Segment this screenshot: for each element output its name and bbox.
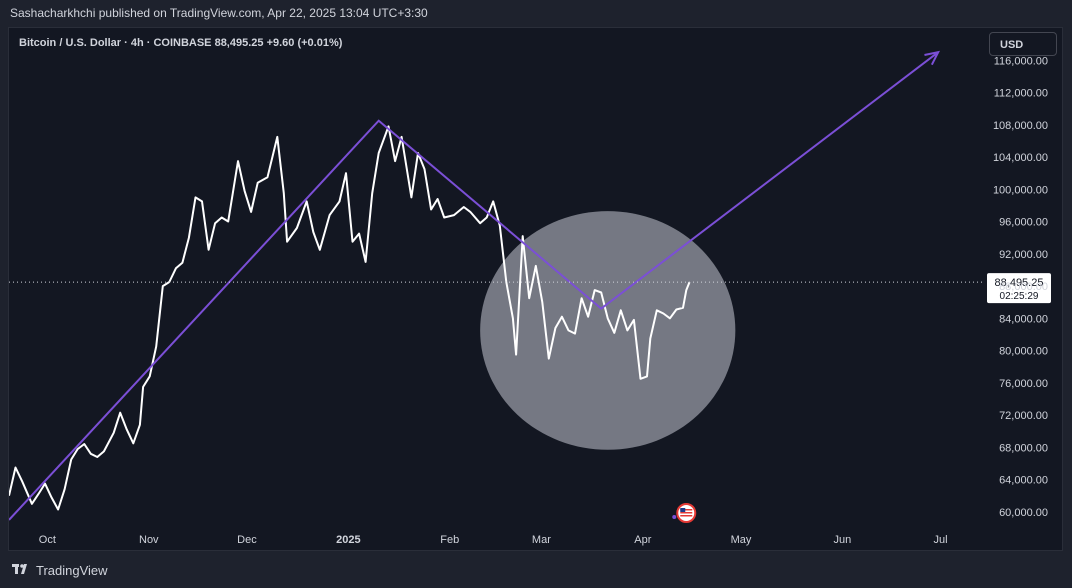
y-tick-label: 116,000.00 [994, 55, 1048, 67]
chart-panel[interactable]: 88,495.25 02:25:29 60,000.00 64,000.00 68,00… [8, 27, 1063, 551]
us-flag-icon[interactable] [672, 503, 697, 523]
x-tick-label: Nov [139, 534, 159, 546]
y-tick-label: 76,000.00 [999, 378, 1048, 390]
y-tick-label: 100,000.00 [993, 184, 1048, 196]
price-chart[interactable]: 88,495.25 02:25:29 60,000.00 64,000.00 68,00… [9, 28, 1063, 551]
highlight-circle [480, 211, 736, 450]
symbol-info: Bitcoin / U.S. Dollar · 4h · COINBASE 88… [19, 37, 343, 49]
x-tick-label: Jul [934, 534, 948, 546]
last-price-label: 88,495.25 [995, 277, 1044, 289]
last-price-box [987, 273, 1051, 304]
footer-brand-label: TradingView [36, 563, 108, 578]
x-tick-label: May [731, 534, 752, 546]
y-tick-label: 64,000.00 [999, 475, 1048, 487]
x-tick-label: Apr [634, 534, 651, 546]
x-tick-label: Jun [834, 534, 852, 546]
y-tick-label: 80,000.00 [999, 346, 1048, 358]
y-tick-label: 104,000.00 [993, 152, 1048, 164]
y-tick-label: 72,000.00 [999, 410, 1048, 422]
y-tick-label: 68,000.00 [999, 442, 1048, 454]
x-tick-label: Feb [440, 534, 459, 546]
y-tick-label: 84,000.00 [999, 313, 1048, 325]
x-tick-label: 2025 [336, 534, 360, 546]
x-tick-label: Dec [237, 534, 257, 546]
y-tick-label: 92,000.00 [999, 249, 1048, 261]
x-tick-label: Mar [532, 534, 551, 546]
projection-arrowhead [924, 50, 941, 66]
x-tick-label: Oct [39, 534, 56, 546]
footer-brand[interactable]: TradingView [12, 563, 108, 578]
y-tick-label: 112,000.00 [994, 88, 1048, 100]
price-series-line [9, 125, 691, 511]
countdown-label: 02:25:29 [1000, 291, 1039, 302]
tradingview-logo-icon [12, 563, 30, 578]
y-tick-label: 88,000.00 [999, 281, 1048, 293]
y-tick-label: 60,000.00 [999, 507, 1048, 519]
y-tick-label: 108,000.00 [993, 120, 1048, 132]
publish-header: Sashacharkhchi published on TradingView.… [10, 6, 428, 20]
y-tick-label: 96,000.00 [999, 217, 1048, 229]
currency-button[interactable]: USD [989, 32, 1057, 56]
projection-line [9, 51, 939, 521]
